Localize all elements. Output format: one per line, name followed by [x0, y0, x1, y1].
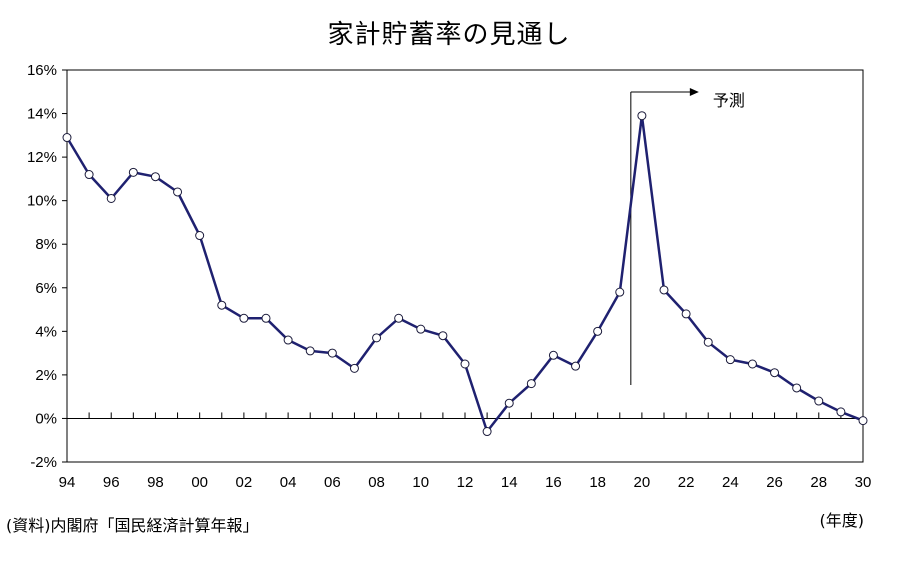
x-tick-label: 14	[501, 474, 518, 491]
x-tick-label: 02	[236, 474, 253, 491]
data-point	[526, 379, 536, 389]
data-point	[327, 348, 337, 358]
data-point	[814, 396, 824, 406]
data-point	[217, 300, 227, 310]
x-tick-label: 96	[103, 474, 120, 491]
x-tick-label: 10	[412, 474, 429, 491]
x-axis-ticks	[88, 412, 842, 419]
x-tick-label: 12	[457, 474, 474, 491]
y-tick-label: -2%	[30, 454, 57, 471]
x-tick-label: 98	[147, 474, 164, 491]
x-tick-label: 20	[634, 474, 651, 491]
source-note: (資料)内閣府「国民経済計算年報」	[6, 516, 259, 535]
y-axis-labels: 16% 14% 12% 10% 8% 6% 4% 2% 0% -2%	[27, 62, 57, 471]
data-point	[305, 346, 315, 356]
data-points	[62, 111, 868, 437]
forecast-label: 予測	[713, 91, 745, 110]
data-point	[725, 355, 735, 365]
data-point	[349, 363, 359, 373]
data-point	[239, 313, 249, 323]
y-tick-label: 2%	[35, 367, 57, 384]
data-point	[615, 287, 625, 297]
y-tick-label: 16%	[27, 62, 57, 79]
x-tick-label: 26	[766, 474, 783, 491]
data-point	[792, 383, 802, 393]
data-point	[150, 172, 160, 182]
x-tick-label: 28	[810, 474, 827, 491]
data-point	[394, 313, 404, 323]
savings-rate-line	[65, 114, 864, 433]
x-tick-label: 30	[855, 474, 872, 491]
x-tick-label: 16	[545, 474, 562, 491]
data-point	[770, 368, 780, 378]
y-tick-label: 14%	[27, 106, 57, 123]
data-point	[173, 187, 183, 197]
data-point	[548, 350, 558, 360]
data-point	[747, 359, 757, 369]
y-axis-ticks	[62, 69, 67, 463]
data-point	[261, 313, 271, 323]
data-point	[482, 427, 492, 437]
data-point	[106, 193, 116, 203]
data-point	[681, 309, 691, 319]
x-tick-label: 18	[589, 474, 606, 491]
data-point	[593, 326, 603, 336]
y-tick-label: 10%	[27, 193, 57, 210]
plot-area	[66, 69, 864, 463]
data-point	[416, 324, 426, 334]
y-tick-label: 0%	[35, 410, 57, 427]
data-point	[372, 333, 382, 343]
y-tick-label: 8%	[35, 236, 57, 253]
x-tick-label: 00	[191, 474, 208, 491]
data-point	[703, 337, 713, 347]
data-point	[637, 111, 647, 121]
x-axis-labels: 94 96 98 00 02 04 06 08 10 12 14 16 18 20 22 24 26 28 30	[59, 474, 872, 491]
data-point	[858, 416, 868, 426]
x-tick-label: 04	[280, 474, 297, 491]
data-point	[438, 331, 448, 341]
x-tick-label: 24	[722, 474, 739, 491]
data-point	[62, 133, 72, 143]
data-point	[283, 335, 293, 345]
x-tick-label: 22	[678, 474, 695, 491]
data-point	[504, 398, 514, 408]
data-point	[84, 170, 94, 180]
chart-title: 家計貯蓄率の見通し	[327, 20, 571, 50]
data-point	[128, 167, 138, 177]
data-point	[836, 407, 846, 417]
data-point	[571, 361, 581, 371]
y-tick-label: 12%	[27, 149, 57, 166]
x-tick-label: 06	[324, 474, 341, 491]
x-axis-unit-label: (年度)	[819, 511, 865, 530]
x-tick-label: 08	[368, 474, 385, 491]
x-tick-label: 94	[59, 474, 76, 491]
y-tick-label: 6%	[35, 280, 57, 297]
data-point	[195, 231, 205, 241]
data-point	[659, 285, 669, 295]
y-tick-label: 4%	[35, 323, 57, 340]
forecast-arrowhead	[689, 88, 699, 96]
data-point	[460, 359, 470, 369]
